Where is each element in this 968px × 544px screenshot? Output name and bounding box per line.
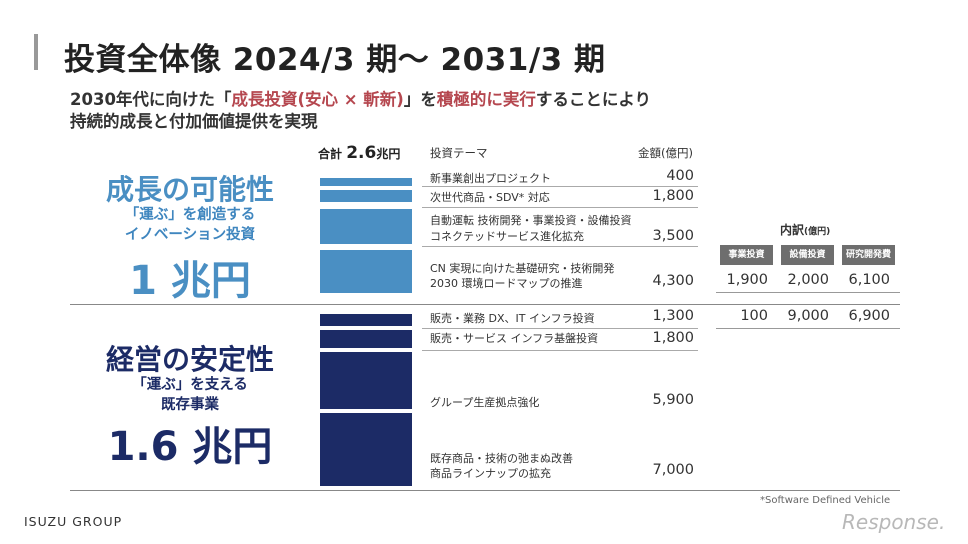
- stable-subtitle-2: 既存事業: [161, 397, 219, 413]
- breakdown-title: 内訳(億円): [780, 221, 830, 238]
- subtitle-line-1: 2030年代に向けた「成長投資(安心 × 斬新)」を積極的に実行することにより: [70, 86, 651, 110]
- investment-bar: [320, 178, 412, 186]
- total-unit: 兆円: [376, 147, 401, 161]
- stable-subtitle: 「運ぶ」を支える 既存事業: [70, 375, 310, 415]
- bottom-rule: [70, 490, 900, 491]
- row-separator: [422, 186, 698, 187]
- investment-bar: [320, 209, 412, 244]
- row-amount: 5,900: [652, 392, 694, 408]
- breakdown-stable-equipment: 9,000: [787, 308, 829, 324]
- header-theme: 投資テーマ: [430, 146, 488, 160]
- row-amount: 4,300: [652, 273, 694, 289]
- subtitle-line-2: 持続的成長と付加価値提供を実現: [70, 112, 318, 131]
- growth-subtitle-2: イノベーション投資: [124, 227, 256, 243]
- company-logo: ISUZU GROUP: [24, 514, 123, 529]
- row-amount: 1,800: [652, 188, 694, 204]
- row-amount: 400: [666, 168, 694, 184]
- total-prefix: 合計: [318, 147, 343, 161]
- breakdown-growth-rnd: 6,100: [848, 272, 890, 288]
- investment-bar: [320, 413, 412, 486]
- breakdown-stable-business: 100: [740, 308, 768, 324]
- header-amount: 金額(億円): [638, 146, 693, 160]
- row-theme: 自動運転 技術開発・事業投資・設備投資: [430, 214, 632, 227]
- breakdown-stable-rnd: 6,900: [848, 308, 890, 324]
- subtitle-text: することにより: [535, 90, 652, 109]
- breakdown-stable-underline: [716, 328, 900, 329]
- row-separator: [422, 246, 698, 247]
- row-theme: CN 実現に向けた基礎研究・技術開発: [430, 262, 615, 275]
- breakdown-growth-business: 1,900: [726, 272, 768, 288]
- breakdown-header-rnd: 研究開発費: [842, 245, 895, 265]
- total-label: 合計 2.6兆円: [318, 143, 400, 163]
- row-separator: [422, 350, 698, 351]
- total-value: 2.6: [346, 143, 377, 163]
- breakdown-growth-underline: [716, 292, 900, 293]
- subtitle-highlight-growth: 成長投資(安心 × 斬新): [231, 90, 404, 109]
- footnote: *Software Defined Vehicle: [760, 495, 891, 506]
- row-theme-line-2: 2030 環境ロードマップの推進: [430, 277, 583, 290]
- investment-bar: [320, 330, 412, 348]
- growth-subtitle-1: 「運ぶ」を創造する: [124, 207, 256, 223]
- investment-bar: [320, 190, 412, 202]
- row-theme: 次世代商品・SDV* 対応: [430, 191, 550, 204]
- breakdown-growth-equipment: 2,000: [787, 272, 829, 288]
- row-theme-line-2: コネクテッドサービス進化拡充: [430, 230, 584, 243]
- stable-amount: 1.6 兆円: [107, 424, 273, 470]
- stable-title: 経営の安定性: [105, 343, 274, 376]
- row-amount: 1,800: [652, 330, 694, 346]
- row-theme: グループ生産拠点強化: [430, 396, 540, 409]
- row-amount: 1,300: [652, 308, 694, 324]
- row-separator: [422, 328, 698, 329]
- row-theme: 販売・サービス インフラ基盤投資: [430, 332, 599, 345]
- stable-subtitle-1: 「運ぶ」を支える: [132, 377, 248, 393]
- row-theme: 既存商品・技術の弛まぬ改善: [430, 452, 573, 465]
- row-theme-line-2: 商品ラインナップの拡充: [430, 467, 551, 480]
- breakdown-title-text: 内訳: [780, 223, 805, 237]
- subtitle-highlight-active: 積極的に実行: [436, 90, 536, 109]
- row-amount: 3,500: [652, 228, 694, 244]
- row-amount: 7,000: [652, 462, 694, 478]
- page-title: 投資全体像 2024/3 期～ 2031/3 期: [64, 42, 606, 78]
- breakdown-header-business: 事業投資: [720, 245, 773, 265]
- row-theme: 新事業創出プロジェクト: [430, 172, 551, 185]
- section-divider: [70, 304, 900, 305]
- growth-amount: 1 兆円: [129, 258, 251, 304]
- subtitle-text: 2030年代に向けた「: [70, 90, 232, 109]
- subtitle-text: 」を: [403, 90, 437, 109]
- title-accent-bar: [34, 34, 38, 70]
- watermark: Response.: [842, 510, 946, 534]
- row-separator: [422, 207, 698, 208]
- breakdown-unit: (億円): [804, 227, 831, 237]
- investment-bar: [320, 250, 412, 293]
- growth-subtitle: 「運ぶ」を創造する イノベーション投資: [70, 205, 310, 245]
- investment-bar: [320, 314, 412, 326]
- breakdown-header-equipment: 設備投資: [781, 245, 834, 265]
- investment-bar: [320, 352, 412, 409]
- row-theme: 販売・業務 DX、IT インフラ投資: [430, 312, 595, 325]
- growth-title: 成長の可能性: [105, 173, 274, 206]
